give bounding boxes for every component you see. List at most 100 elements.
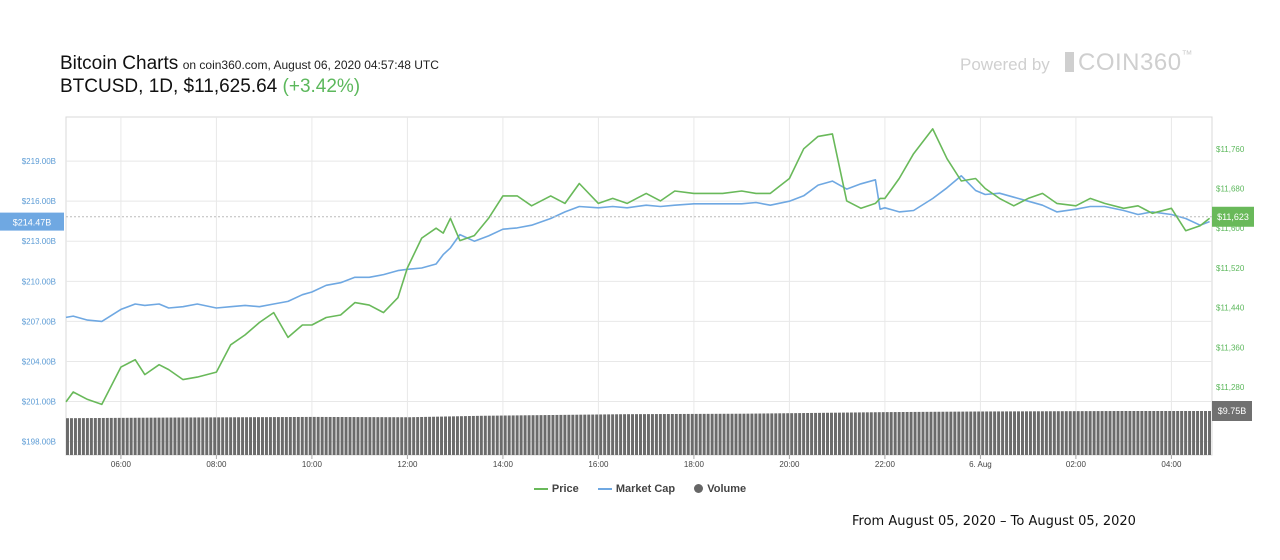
volume-bar bbox=[436, 416, 440, 455]
volume-bar bbox=[865, 412, 869, 455]
coin360-logo[interactable]: COIN360™ bbox=[1065, 49, 1193, 77]
volume-bar bbox=[336, 417, 340, 455]
volume-bar bbox=[519, 415, 523, 455]
volume-bar bbox=[264, 417, 268, 455]
volume-bar bbox=[320, 416, 324, 455]
volume-bar bbox=[392, 417, 396, 455]
volume-bar bbox=[352, 417, 356, 455]
volume-bar bbox=[559, 414, 563, 455]
volume-bar bbox=[810, 412, 814, 455]
volume-bar bbox=[141, 417, 145, 455]
volume-bar bbox=[770, 413, 774, 455]
volume-bar bbox=[1068, 411, 1072, 455]
volume-bar bbox=[121, 417, 125, 455]
volume-bar bbox=[344, 417, 348, 455]
volume-bar bbox=[1080, 411, 1084, 455]
volume-bar bbox=[225, 417, 229, 455]
powered-by-label: Powered by bbox=[960, 55, 1050, 74]
volume-bar bbox=[1120, 411, 1124, 455]
volume-bar bbox=[97, 418, 101, 455]
right-axis-tick: $11,600 bbox=[1216, 224, 1245, 233]
volume-bar bbox=[1009, 411, 1013, 455]
volume-bar bbox=[885, 412, 889, 455]
volume-bar bbox=[973, 411, 977, 455]
volume-bar bbox=[989, 411, 993, 455]
volume-bar bbox=[491, 415, 495, 455]
volume-bar bbox=[806, 413, 810, 455]
volume-bar bbox=[722, 413, 726, 455]
x-axis-tick: 06:00 bbox=[111, 460, 132, 469]
volume-bar bbox=[444, 416, 447, 455]
volume-bar bbox=[205, 417, 209, 455]
volume-bar bbox=[1136, 411, 1140, 455]
volume-bar bbox=[280, 417, 284, 455]
volume-bar bbox=[1196, 411, 1200, 455]
volume-bar bbox=[615, 414, 619, 455]
left-axis-tick: $198.00B bbox=[22, 438, 56, 447]
volume-bar bbox=[861, 412, 865, 455]
ticker-line: BTCUSD, 1D, $11,625.64 (+3.42%) bbox=[60, 76, 361, 97]
volume-bar bbox=[1088, 411, 1092, 455]
volume-bar bbox=[117, 417, 121, 455]
right-axis-tick: $11,280 bbox=[1216, 383, 1245, 392]
volume-bar bbox=[1192, 411, 1196, 455]
volume-bar bbox=[794, 413, 798, 455]
volume-bar bbox=[253, 417, 256, 455]
ticker-price: $11,625.64 bbox=[183, 76, 278, 97]
legend-item-price[interactable]: Price bbox=[533, 483, 579, 495]
volume-bar bbox=[376, 417, 380, 455]
volume-bar bbox=[233, 417, 237, 455]
volume-bar bbox=[822, 412, 826, 455]
left-axis-tick: $204.00B bbox=[22, 357, 56, 366]
volume-bar bbox=[1160, 411, 1164, 455]
volume-bar bbox=[662, 414, 666, 455]
volume-bar bbox=[650, 414, 654, 455]
volume-bar bbox=[837, 412, 841, 455]
volume-bar bbox=[642, 414, 646, 455]
volume-bar bbox=[523, 415, 527, 455]
volume-bar bbox=[635, 414, 638, 455]
volume-bar bbox=[583, 414, 587, 455]
volume-bar bbox=[527, 415, 531, 455]
volume-bar bbox=[221, 417, 225, 455]
volume-bar bbox=[193, 417, 197, 455]
volume-bar bbox=[487, 415, 491, 455]
volume-bar bbox=[189, 417, 193, 455]
volume-bar bbox=[507, 415, 511, 455]
volume-bar bbox=[627, 414, 631, 455]
volume-bar bbox=[710, 413, 714, 455]
volume-bar bbox=[396, 417, 400, 455]
volume-bar bbox=[1148, 411, 1152, 455]
price-line bbox=[65, 128, 1211, 406]
volume-bar bbox=[893, 412, 897, 455]
volume-bar bbox=[702, 413, 706, 455]
volume-bar bbox=[268, 417, 272, 455]
volume-bar bbox=[639, 414, 642, 455]
volume-bar bbox=[237, 417, 241, 455]
volume-bar bbox=[1001, 411, 1005, 455]
volume-bar bbox=[153, 417, 157, 455]
volume-bar bbox=[412, 417, 416, 455]
ticker-pair: BTCUSD bbox=[60, 76, 139, 97]
volume-bar bbox=[1040, 411, 1044, 455]
coin360-logo-icon bbox=[1065, 52, 1074, 72]
volume-bar bbox=[889, 412, 893, 455]
volume-bar bbox=[515, 415, 519, 455]
volume-bar bbox=[1013, 411, 1017, 455]
volume-bar bbox=[1124, 411, 1128, 455]
volume-bar bbox=[790, 413, 794, 455]
volume-bar bbox=[949, 411, 953, 455]
volume-bar bbox=[332, 416, 336, 455]
current-market-cap-label: $214.47B bbox=[13, 218, 52, 228]
legend-label-volume: Volume bbox=[707, 483, 747, 495]
volume-bar bbox=[133, 417, 137, 455]
legend-item-market-cap[interactable]: Market Cap bbox=[597, 483, 675, 495]
volume-bar bbox=[471, 415, 475, 455]
volume-bar bbox=[348, 417, 352, 455]
legend-item-volume[interactable]: Volume bbox=[694, 483, 746, 495]
volume-bar bbox=[1164, 411, 1168, 455]
current-price-box bbox=[1212, 206, 1254, 227]
volume-bar bbox=[603, 414, 607, 455]
volume-bar bbox=[969, 411, 973, 455]
chart-legend: Price Market Cap Volume bbox=[0, 483, 1280, 495]
